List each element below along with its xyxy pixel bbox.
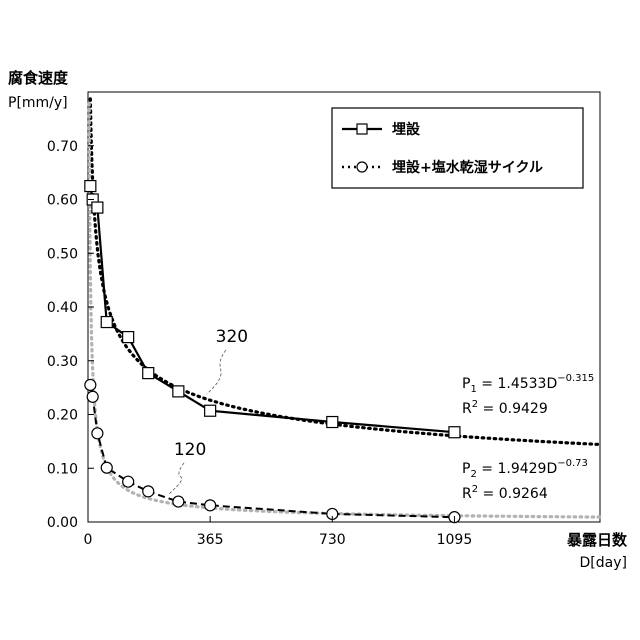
x-tick-label: 1095 (437, 532, 473, 548)
x-axis-title: 暴露日数 (567, 531, 628, 549)
data-point-circle (87, 391, 98, 402)
data-point-circle (205, 500, 216, 511)
y-tick-label: 0.50 (47, 246, 78, 262)
y-axis-unit: P[mm/y] (8, 95, 68, 111)
data-point-square (101, 317, 112, 328)
y-tick-label: 0.40 (47, 300, 78, 316)
data-point-square (449, 427, 460, 438)
y-axis-title: 腐食速度 (8, 69, 69, 87)
y-tick-label: 0.00 (47, 515, 78, 531)
x-tick-label: 730 (319, 532, 346, 548)
data-point-circle (173, 496, 184, 507)
x-tick-label: 365 (197, 532, 224, 548)
data-point-square (123, 332, 134, 343)
legend-box (332, 108, 583, 188)
data-point-circle (143, 486, 154, 497)
legend-marker-circle (357, 162, 367, 172)
data-point-square (92, 202, 103, 213)
data-point-square (327, 417, 338, 428)
data-point-circle (123, 476, 134, 487)
annotation-label-1: 320 (216, 327, 248, 347)
legend-label-buried: 埋設 (392, 121, 421, 138)
data-point-square (85, 181, 96, 192)
y-tick-label: 0.60 (47, 193, 78, 209)
y-tick-label: 0.30 (47, 354, 78, 370)
data-point-square (173, 386, 184, 397)
x-tick-label: 0 (84, 532, 93, 548)
data-point-square (205, 405, 216, 416)
data-point-circle (92, 428, 103, 439)
annotation-label-2: 120 (174, 440, 206, 460)
y-tick-label: 0.20 (47, 408, 78, 424)
data-point-square (143, 368, 154, 379)
legend-label-saltwater: 埋設+塩水乾湿サイクル (392, 159, 543, 176)
y-tick-label: 0.10 (47, 461, 78, 477)
data-point-circle (85, 379, 96, 390)
legend-marker-square (357, 124, 367, 134)
legend: 埋設 埋設+塩水乾湿サイクル (332, 108, 583, 188)
data-point-circle (101, 462, 112, 473)
x-axis-unit: D[day] (580, 555, 627, 571)
y-tick-label: 0.70 (47, 139, 78, 155)
